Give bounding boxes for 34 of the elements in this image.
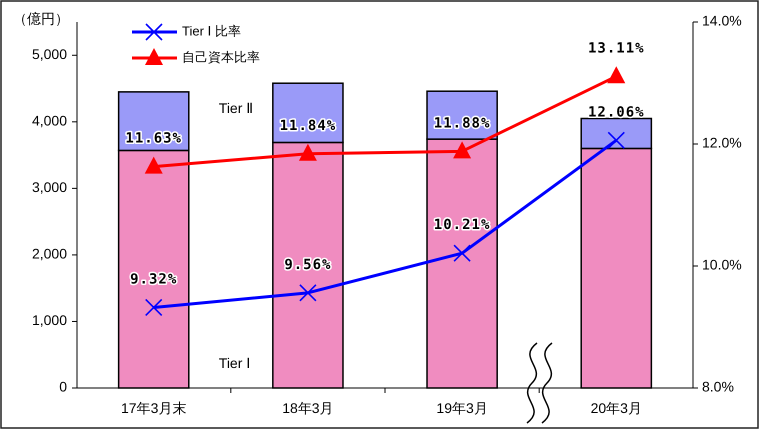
x-tick-label: 20年3月 xyxy=(590,400,642,416)
series-label: Tier Ⅰ xyxy=(218,354,250,371)
legend-label: 自己資本比率 xyxy=(182,49,260,64)
data-label: 11.63% xyxy=(125,130,182,147)
data-label: 11.84% xyxy=(280,118,336,134)
y-tick-label: 5,000 xyxy=(32,46,68,62)
y-axis-title: （億円） xyxy=(13,10,69,27)
y2-tick-label: 8.0% xyxy=(702,378,734,395)
y-tick-label: 0 xyxy=(59,378,68,395)
point xyxy=(453,244,471,262)
y2-tick-label: 14.0% xyxy=(702,12,742,29)
data-label: 13.11% xyxy=(588,40,645,56)
y-tick-label: 3,000 xyxy=(32,179,68,196)
point xyxy=(298,144,317,161)
y-tick-label: 4,000 xyxy=(32,112,68,129)
data-label: 9.32% xyxy=(130,271,178,288)
data-label: 10.21% xyxy=(434,217,490,234)
point xyxy=(453,141,472,158)
y2-tick-label: 12.0% xyxy=(702,134,742,151)
point xyxy=(144,156,163,174)
data-label: 9.56% xyxy=(284,256,332,273)
x-tick-label: 18年3月 xyxy=(282,400,334,416)
data-label: 12.06% xyxy=(588,104,645,120)
data-label: 11.88% xyxy=(434,115,490,132)
y-tick-label: 1,000 xyxy=(32,312,68,328)
y2-tick-label: 10.0% xyxy=(702,256,742,273)
x-tick-label: 19年3月 xyxy=(436,400,488,416)
legend-label: Tier Ⅰ 比率 xyxy=(182,23,241,38)
point xyxy=(299,284,317,302)
point xyxy=(607,66,626,84)
y-tick-label: 2,000 xyxy=(32,246,68,262)
x-tick-label: 17年3月末 xyxy=(121,400,186,416)
series-label: Tier Ⅱ xyxy=(218,100,254,116)
point xyxy=(144,298,163,316)
